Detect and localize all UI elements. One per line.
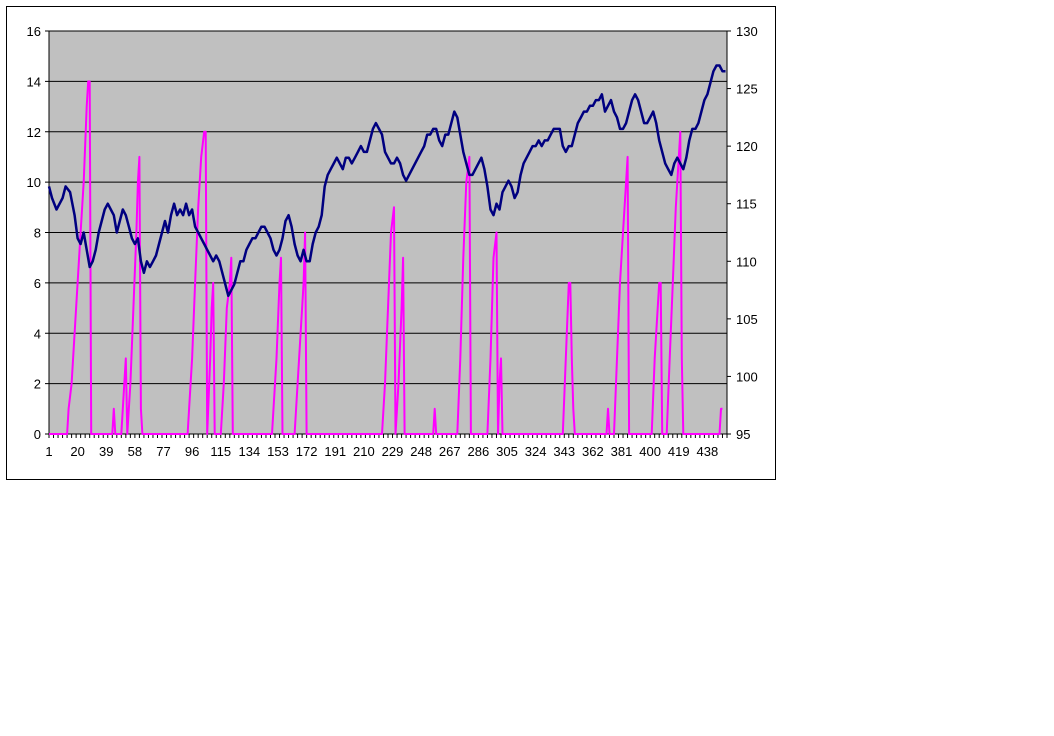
x-tick-label: 172 [296, 444, 318, 459]
y-left-tick-label: 16 [27, 24, 41, 39]
x-tick-label: 58 [128, 444, 142, 459]
x-tick-label: 267 [439, 444, 461, 459]
chart-frame: 0 2 4 6 8 10 12 14 16 95 100 105 110 115 120 125 130 1 20 3… [6, 6, 776, 480]
y-left-tick-label: 2 [34, 377, 41, 392]
x-tick-label: 362 [582, 444, 604, 459]
x-tick-label: 419 [668, 444, 690, 459]
series-line-magenta [49, 80, 723, 435]
y-right-tick-label: 115 [736, 197, 757, 212]
x-tick-label: 134 [239, 444, 261, 459]
x-tick-label: 343 [553, 444, 575, 459]
x-tick-label: 191 [324, 444, 346, 459]
y-left-tick-label: 12 [27, 125, 41, 140]
series-line-navy [47, 64, 726, 298]
x-tick-label: 286 [468, 444, 490, 459]
x-tick-label: 248 [410, 444, 432, 459]
y-left-tick-label: 8 [34, 226, 41, 241]
x-tick-label: 438 [697, 444, 719, 459]
y-right-tick-label: 95 [736, 427, 750, 442]
y-right-tick-label: 125 [736, 82, 758, 97]
x-tick-label: 324 [525, 444, 547, 459]
x-tick-label: 20 [70, 444, 84, 459]
x-tick-label: 39 [99, 444, 113, 459]
y-left-tick-label: 14 [27, 74, 41, 89]
x-tick-label: 96 [185, 444, 199, 459]
y-right-tick-label: 100 [736, 369, 758, 384]
y-left-tick-label: 0 [34, 427, 41, 442]
y-right-tick-label: 120 [736, 139, 758, 154]
x-tick-label: 381 [611, 444, 633, 459]
y-right-tick-label: 105 [736, 312, 758, 327]
x-tick-label: 153 [267, 444, 289, 459]
y-left-tick-label: 4 [34, 326, 41, 341]
x-tick-label: 229 [382, 444, 404, 459]
y-left-tick-label: 6 [34, 276, 41, 291]
x-tick-label: 115 [210, 444, 231, 459]
x-tick-label: 1 [45, 444, 52, 459]
x-tick-label: 77 [156, 444, 170, 459]
x-tick-label: 305 [496, 444, 518, 459]
x-tick-label: 210 [353, 444, 375, 459]
y-right-tick-label: 110 [736, 254, 757, 269]
x-tick-label: 400 [639, 444, 661, 459]
y-left-tick-label: 10 [27, 175, 41, 190]
y-right-tick-label: 130 [736, 24, 758, 39]
